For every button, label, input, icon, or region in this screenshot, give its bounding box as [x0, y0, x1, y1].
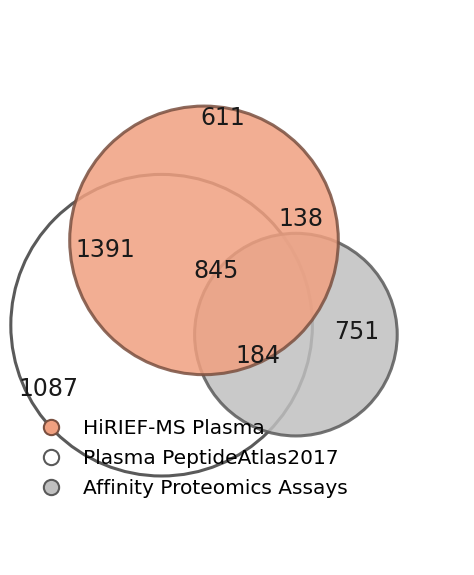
Circle shape [70, 106, 338, 375]
Circle shape [195, 233, 397, 436]
Text: 845: 845 [193, 259, 238, 283]
Text: 1391: 1391 [75, 238, 135, 262]
Text: 1087: 1087 [18, 377, 79, 401]
Legend: HiRIEF-MS Plasma, Plasma PeptideAtlas2017, Affinity Proteomics Assays: HiRIEF-MS Plasma, Plasma PeptideAtlas201… [21, 409, 358, 508]
Text: 184: 184 [236, 344, 281, 368]
Text: 751: 751 [335, 320, 380, 344]
Circle shape [11, 174, 312, 476]
Text: 611: 611 [201, 106, 245, 130]
Text: 138: 138 [278, 207, 323, 231]
